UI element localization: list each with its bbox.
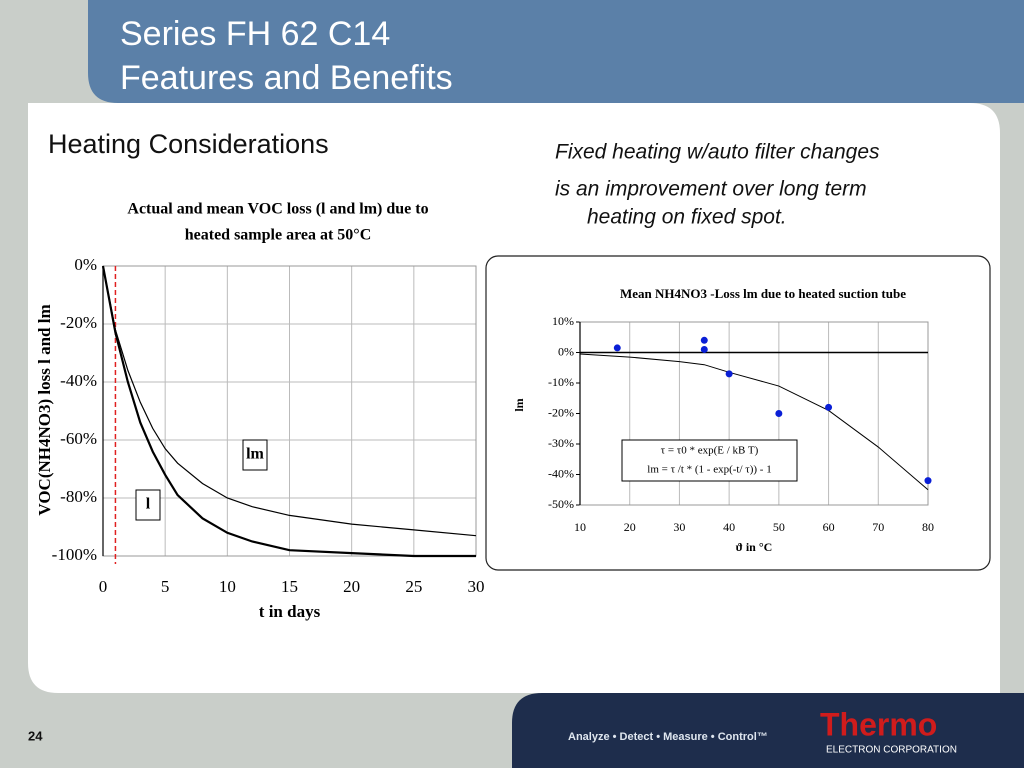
- y-tick-label: -80%: [60, 487, 97, 506]
- y-tick-label: 0%: [74, 255, 97, 274]
- logo-subtitle: ELECTRON CORPORATION: [826, 745, 957, 756]
- y-tick-label: 10%: [552, 314, 574, 328]
- header-title: Series FH 62 C14: [120, 15, 390, 53]
- chart-frame: [485, 255, 991, 571]
- y-tick-label: -10%: [548, 375, 574, 389]
- chart-title: Mean NH4NO3 -Loss lm due to heated sucti…: [620, 286, 906, 301]
- series-line: [101, 265, 476, 558]
- data-point: [613, 344, 621, 352]
- series-label-box: [242, 439, 268, 471]
- x-tick-label: 15: [281, 577, 298, 596]
- y-tick-label: -40%: [548, 466, 574, 480]
- x-tick-label: 25: [405, 577, 422, 596]
- x-axis-label: t in days: [259, 602, 321, 621]
- x-tick-label: 50: [773, 520, 785, 534]
- chart-title: heated sample area at 50°C: [185, 227, 372, 244]
- header-band: [88, 0, 1024, 103]
- note: Fixed heating w/auto filter changes: [555, 141, 880, 164]
- formula-box: [621, 439, 798, 482]
- note: heating on fixed spot.: [587, 206, 787, 229]
- chart-title: Actual and mean VOC loss (l and lm) due …: [127, 201, 428, 218]
- data-point: [700, 336, 708, 344]
- data-point: [825, 403, 833, 411]
- y-tick-label: -30%: [548, 436, 574, 450]
- x-tick-label: 80: [922, 520, 934, 534]
- y-tick-label: -20%: [548, 405, 574, 419]
- note: is an improvement over long term: [555, 178, 867, 201]
- page-number: 24: [28, 728, 43, 743]
- y-axis-label: VOC(NH4NO3) loss l and lm: [35, 304, 54, 515]
- y-tick-label: -50%: [548, 497, 574, 511]
- y-tick-label: -20%: [60, 313, 97, 332]
- data-point: [700, 345, 708, 353]
- x-axis-label: ϑ in °C: [736, 540, 773, 554]
- data-point: [775, 410, 783, 417]
- header-title: Features and Benefits: [120, 59, 453, 97]
- x-tick-label: 40: [723, 520, 735, 534]
- data-point: [924, 477, 932, 485]
- x-tick-label: 70: [872, 520, 884, 534]
- series-label: l: [146, 496, 151, 513]
- y-tick-label: 0%: [558, 344, 574, 358]
- tagline: Analyze • Detect • Measure • Control™: [568, 731, 768, 743]
- x-tick-label: 5: [161, 577, 170, 596]
- series-label: lm: [246, 446, 264, 463]
- y-axis-label: lm: [512, 398, 526, 411]
- formula: τ = τ0 * exp(E / kB T): [661, 445, 759, 457]
- heading: Heating Considerations: [48, 129, 329, 159]
- x-tick-label: 10: [574, 520, 586, 534]
- y-tick-label: -40%: [60, 371, 97, 390]
- x-tick-label: 30: [468, 577, 485, 596]
- series-line: [102, 265, 477, 537]
- x-tick-label: 30: [673, 520, 685, 534]
- x-tick-label: 60: [823, 520, 835, 534]
- y-tick-label: -60%: [60, 429, 97, 448]
- x-tick-label: 0: [99, 577, 108, 596]
- x-tick-label: 20: [624, 520, 636, 534]
- formula: lm = τ /t * (1 - exp(-t/ τ)) - 1: [647, 464, 771, 476]
- y-tick-label: -100%: [52, 545, 97, 564]
- x-tick-label: 10: [219, 577, 236, 596]
- series-label-box: [135, 489, 161, 521]
- data-point: [725, 370, 733, 378]
- x-tick-label: 20: [343, 577, 360, 596]
- footer-band: [512, 693, 1024, 768]
- logo: Thermo: [820, 706, 937, 742]
